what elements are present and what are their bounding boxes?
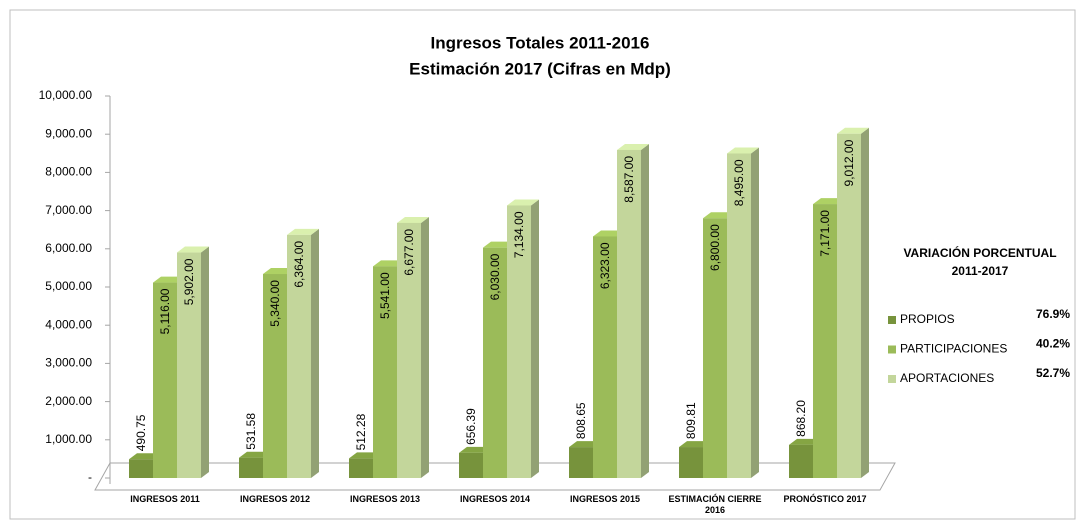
y-tick-label: 10,000.00 [39, 88, 93, 102]
bar [239, 457, 263, 478]
chart-subtitle: Estimación 2017 (Cifras en Mdp) [409, 59, 671, 78]
value-label: 8,495.00 [732, 159, 746, 206]
value-label: 656.39 [464, 408, 478, 445]
bar-side [751, 147, 759, 478]
bar-side [201, 246, 209, 478]
legend-swatch [888, 375, 896, 383]
bar [679, 447, 703, 478]
legend-label: PARTICIPACIONES [900, 342, 1007, 356]
annotation-title: 2011-2017 [952, 264, 1009, 278]
bar-top [727, 147, 759, 154]
bar [287, 234, 311, 478]
value-label: 5,541.00 [378, 272, 392, 319]
y-tick-label: 3,000.00 [45, 356, 92, 370]
value-label: 808.65 [574, 402, 588, 439]
value-label: 5,116.00 [158, 288, 172, 334]
value-label: 6,800.00 [708, 224, 722, 271]
bar-top [177, 246, 209, 253]
bar [727, 153, 751, 478]
x-tick-label: ESTIMACIÓN CIERRE 2016 [668, 494, 762, 515]
y-tick-label: 1,000.00 [45, 432, 92, 446]
bar [837, 133, 861, 479]
bar [373, 266, 397, 478]
y-tick-label: 2,000.00 [45, 394, 92, 408]
bar [349, 458, 373, 478]
y-tick-label: 9,000.00 [45, 126, 92, 140]
annotation: 76.9% [1036, 307, 1070, 321]
bar [129, 459, 153, 478]
value-label: 9,012.00 [842, 139, 856, 186]
y-tick-label: - [88, 470, 92, 484]
value-label: 809.81 [684, 402, 698, 439]
y-tick-label: 4,000.00 [45, 317, 92, 331]
y-tick-label: 5,000.00 [45, 279, 92, 293]
bar [789, 444, 813, 478]
annotation: 40.2% [1036, 337, 1070, 351]
value-label: 512.28 [354, 413, 368, 450]
bar [617, 149, 641, 478]
legend-swatch [888, 316, 896, 324]
value-label: 6,364.00 [292, 241, 306, 288]
bar-side [311, 228, 319, 478]
bar [177, 252, 201, 478]
bar [813, 204, 837, 478]
x-tick-label: INGRESOS 2011 [130, 494, 200, 504]
bar [569, 447, 593, 478]
bar-top [837, 127, 869, 134]
x-tick-label: INGRESOS 2014 [459, 494, 531, 504]
bar [263, 274, 287, 478]
value-label: 7,134.00 [512, 211, 526, 258]
bar-side [641, 143, 649, 478]
bar [703, 218, 727, 479]
bar-side [531, 199, 539, 478]
bar [459, 452, 483, 478]
bar [593, 236, 617, 478]
annotation: 52.7% [1036, 366, 1070, 380]
x-tick-label: INGRESOS 2015 [569, 494, 641, 504]
y-tick-label: 8,000.00 [45, 165, 92, 179]
value-label: 6,323.00 [598, 242, 612, 289]
bar-side [421, 216, 429, 478]
value-label: 868.20 [794, 400, 808, 437]
value-label: 7,171.00 [818, 210, 832, 257]
x-tick-label: INGRESOS 2013 [349, 494, 421, 504]
bar-top [287, 228, 319, 235]
value-label: 5,340.00 [268, 280, 282, 327]
y-tick-label: 6,000.00 [45, 241, 92, 255]
bar [153, 282, 177, 478]
value-label: 531.58 [244, 413, 258, 450]
x-tick-label: PRONÓSTICO 2017 [783, 494, 867, 504]
legend-label: PROPIOS [900, 312, 955, 326]
annotation-title: VARIACIÓN PORCENTUAL [903, 245, 1056, 260]
bar-top [397, 216, 429, 223]
y-tick-label: 7,000.00 [45, 203, 92, 217]
value-label: 5,902.00 [182, 258, 196, 305]
value-label: 8,587.00 [622, 156, 636, 203]
value-label: 490.75 [134, 414, 148, 451]
x-tick-label: INGRESOS 2012 [239, 494, 311, 504]
bar-top [617, 143, 649, 150]
legend-label: APORTACIONES [900, 371, 994, 385]
bar [483, 247, 507, 478]
legend-swatch [888, 345, 896, 354]
value-label: 6,030.00 [488, 253, 502, 300]
bar-side [861, 127, 869, 478]
value-label: 6,677.00 [402, 229, 416, 276]
bar [397, 222, 421, 478]
chart-title: Ingresos Totales 2011-2016 [431, 33, 650, 52]
bar-top [507, 199, 539, 206]
bar [507, 205, 531, 478]
